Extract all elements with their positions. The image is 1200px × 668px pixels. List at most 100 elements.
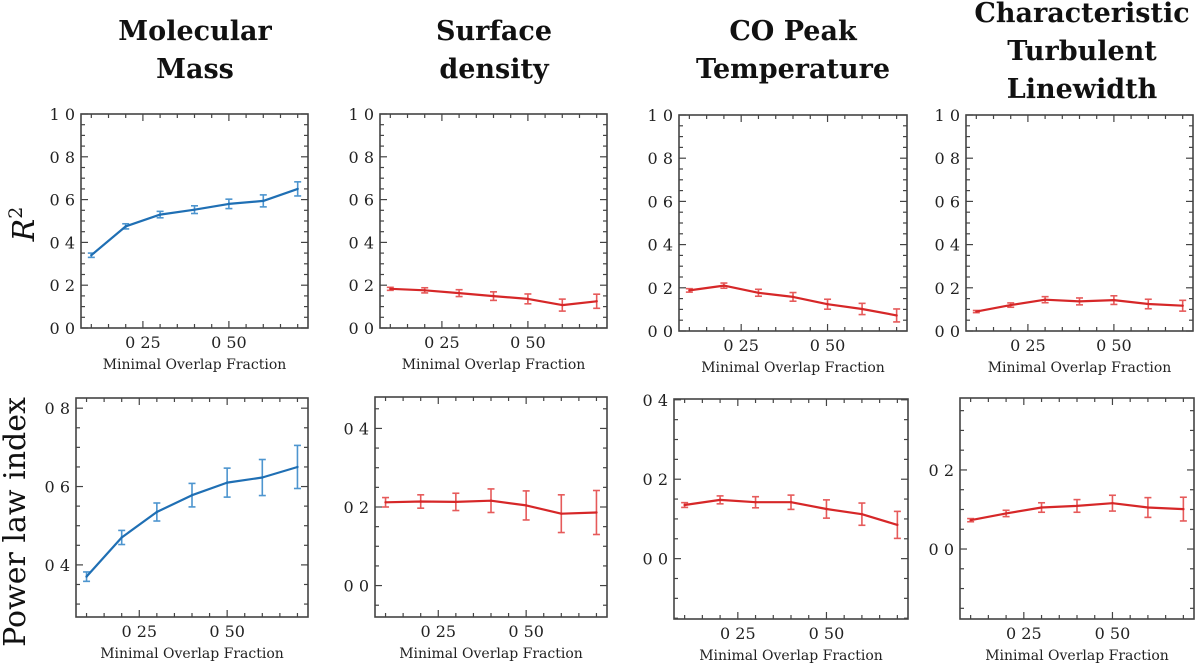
row-label-r2-base: R (7, 219, 42, 243)
panel-r2-molecular-mass: 0 25 0 50 0 0 0 2 0 4 0 6 0 8 1 0 Minimal Overla… (50, 105, 309, 373)
col-title-molecular-mass-line2: Mass (156, 54, 234, 85)
y-tick-label: 0 6 (50, 191, 75, 210)
data-point (595, 511, 598, 514)
y-tick-label: 0 0 (935, 322, 960, 341)
y-tick-label: 0 6 (45, 478, 70, 497)
data-point (524, 504, 528, 507)
y-tick-label: 1 0 (648, 106, 673, 125)
data-point (489, 499, 493, 502)
data-point (120, 536, 123, 539)
row-label-power: Power law index (0, 397, 33, 647)
y-tick-label: 0 2 (50, 276, 75, 295)
col-title-co-peak-line1: CO Peak (729, 16, 858, 47)
panel-power-molecular-mass: 0 25 0 50 0 4 0 6 0 8 Minimal Overlap Fractio… (45, 397, 309, 662)
x-axis-label: Minimal Overlap Fraction (988, 360, 1172, 376)
data-point (1075, 504, 1079, 508)
data-point (90, 254, 93, 257)
y-tick-label: 0 6 (935, 192, 960, 211)
data-point (1182, 507, 1185, 511)
y-tick-label: 0 4 (45, 556, 70, 575)
data-point (193, 208, 196, 211)
y-tick-label: 0 8 (349, 148, 374, 167)
data-point (296, 465, 299, 469)
data-point (1111, 501, 1114, 505)
data-point (261, 476, 264, 479)
data-point (1146, 506, 1150, 509)
col-title-molecular-mass-line1: Molecular (118, 16, 272, 47)
data-point (190, 493, 194, 497)
y-tick-label: 0 0 (929, 540, 954, 559)
y-tick-label: 0 4 (643, 391, 668, 410)
panel-r2-co-peak-temperature: 0 25 0 50 0 0 0 2 0 4 0 6 0 8 1 0 Minimal Overla… (648, 106, 908, 376)
x-tick-label: 0 50 (1096, 336, 1132, 355)
data-point (896, 523, 899, 527)
panel-power-surface-density: 0 25 0 50 0 0 0 2 0 4 Minimal Overlap Fractio… (344, 396, 608, 662)
data-point (419, 500, 422, 503)
data-point (384, 501, 387, 504)
col-title-surface-density-line1: Surface (436, 16, 552, 47)
y-tick-label: 0 6 (648, 192, 673, 211)
y-tick-label: 0 4 (935, 236, 960, 255)
data-point (826, 303, 829, 306)
row-label-power-text: Power law index (0, 397, 33, 647)
x-tick-label: 0 25 (121, 622, 157, 641)
y-tick-label: 0 4 (349, 233, 374, 252)
data-point (595, 300, 598, 303)
data-point (754, 501, 757, 504)
x-tick-label: 0 50 (810, 336, 846, 355)
col-title-turbulent-line2: Turbulent (1007, 36, 1157, 67)
x-axis-label: Minimal Overlap Fraction (402, 357, 586, 373)
x-tick-label: 0 50 (809, 624, 845, 643)
data-point (1004, 512, 1008, 515)
x-tick-label: 0 25 (125, 333, 161, 352)
data-point (526, 297, 530, 301)
data-point (789, 501, 793, 504)
data-point (1009, 303, 1012, 307)
data-point (389, 287, 392, 291)
x-axis-label: Minimal Overlap Fraction (699, 648, 883, 664)
x-tick-label: 0 50 (1095, 624, 1131, 643)
x-axis-label: Minimal Overlap Fraction (399, 646, 583, 662)
y-tick-label: 1 0 (50, 105, 75, 124)
panel-power-turbulent-linewidth: 0 25 0 50 0 0 0 2 Minimal Overlap Fraction (929, 397, 1195, 664)
data-point (560, 512, 563, 515)
data-point (969, 518, 972, 522)
x-tick-label: 0 25 (1010, 336, 1046, 355)
y-tick-label: 1 0 (935, 106, 960, 125)
data-point (1147, 302, 1150, 306)
data-point (1078, 300, 1081, 303)
x-tick-label: 0 25 (720, 624, 756, 643)
y-tick-label: 0 0 (648, 322, 673, 341)
panels: 0 25 0 50 0 0 0 2 0 4 0 6 0 8 1 0 Minimal Overla… (45, 105, 1195, 664)
y-tick-label: 0 6 (349, 191, 374, 210)
col-title-turbulent-line3: Linewidth (1007, 74, 1158, 105)
x-axis-label: Minimal Overlap Fraction (103, 357, 287, 373)
y-tick-label: 0 2 (648, 279, 673, 298)
y-tick-label: 0 8 (935, 149, 960, 168)
col-title-turbulent-line1: Characteristic (974, 0, 1189, 29)
y-tick-label: 1 0 (349, 105, 374, 124)
y-tick-label: 0 2 (643, 470, 668, 489)
data-point (85, 575, 88, 578)
y-tick-label: 0 2 (349, 276, 374, 295)
y-tick-label: 0 4 (50, 233, 75, 252)
y-tick-label: 0 0 (344, 577, 369, 596)
svg-text:R2: R2 (5, 207, 42, 243)
data-point (688, 289, 691, 292)
x-tick-label: 0 50 (211, 333, 247, 352)
panel-r2-surface-density: 0 25 0 50 0 0 0 2 0 4 0 6 0 8 1 0 Minimal Overla… (349, 105, 608, 373)
y-tick-label: 0 8 (50, 148, 75, 167)
y-tick-label: 0 8 (648, 149, 673, 168)
x-tick-label: 0 50 (508, 622, 544, 641)
x-tick-label: 0 50 (510, 333, 546, 352)
data-point (1112, 298, 1116, 302)
y-tick-label: 0 8 (45, 399, 70, 418)
data-point (262, 199, 265, 203)
data-point (158, 213, 162, 216)
data-point (124, 225, 127, 228)
data-point (227, 202, 231, 206)
row-label-r2: R2 (5, 207, 42, 243)
data-point (791, 295, 795, 299)
col-title-surface-density-line2: density (439, 54, 550, 85)
